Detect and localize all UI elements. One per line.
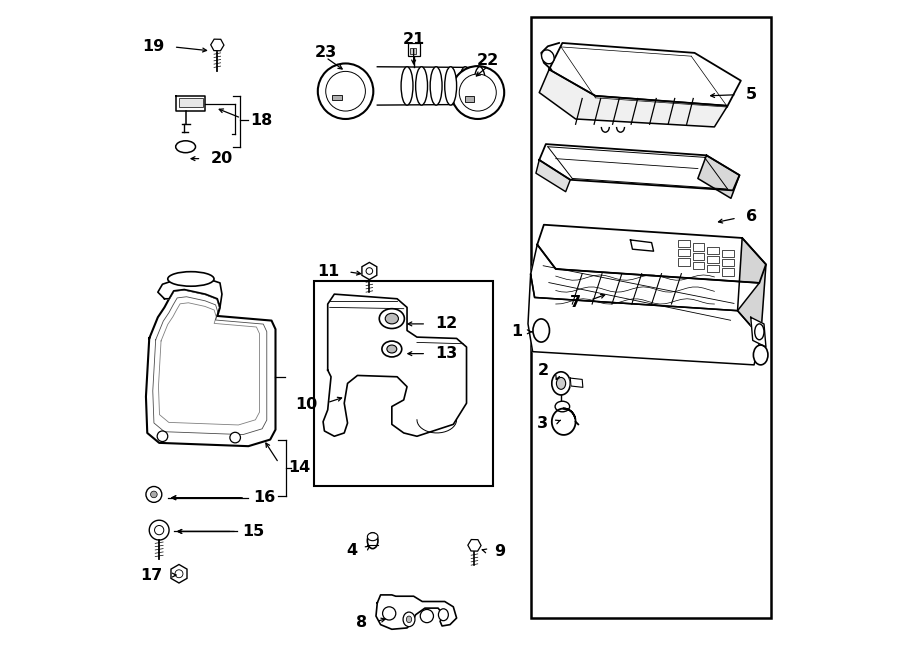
Polygon shape — [539, 144, 740, 190]
Ellipse shape — [167, 272, 214, 286]
Text: 19: 19 — [142, 39, 165, 54]
Bar — [693, 243, 705, 251]
Text: 14: 14 — [288, 461, 310, 475]
Ellipse shape — [753, 345, 768, 365]
Text: 2: 2 — [537, 363, 548, 377]
Polygon shape — [539, 69, 727, 127]
Circle shape — [230, 432, 240, 443]
Bar — [722, 259, 734, 266]
Polygon shape — [571, 378, 583, 387]
Polygon shape — [376, 595, 456, 629]
Circle shape — [149, 520, 169, 540]
Ellipse shape — [407, 616, 411, 623]
Polygon shape — [698, 155, 740, 198]
Text: 15: 15 — [242, 524, 264, 539]
Text: 10: 10 — [295, 397, 318, 412]
Circle shape — [326, 71, 365, 111]
Text: 8: 8 — [356, 615, 367, 630]
Ellipse shape — [430, 67, 442, 105]
Ellipse shape — [382, 341, 401, 357]
Text: 3: 3 — [537, 416, 548, 430]
Ellipse shape — [401, 67, 413, 105]
Ellipse shape — [416, 67, 428, 105]
Bar — [707, 256, 719, 263]
Polygon shape — [146, 290, 275, 446]
Ellipse shape — [385, 313, 399, 324]
Circle shape — [451, 66, 504, 119]
Bar — [678, 258, 690, 266]
Ellipse shape — [552, 371, 571, 395]
Text: 4: 4 — [346, 543, 357, 558]
Bar — [722, 268, 734, 276]
Bar — [531, 17, 770, 618]
Ellipse shape — [542, 50, 554, 64]
Ellipse shape — [403, 612, 415, 627]
Polygon shape — [631, 240, 653, 251]
Text: 13: 13 — [436, 346, 458, 361]
Polygon shape — [176, 96, 205, 111]
Polygon shape — [751, 317, 766, 347]
Polygon shape — [549, 43, 741, 106]
Bar — [693, 262, 705, 269]
Polygon shape — [323, 294, 466, 436]
Polygon shape — [158, 278, 222, 307]
Polygon shape — [537, 225, 766, 283]
Circle shape — [158, 431, 167, 442]
Ellipse shape — [459, 67, 472, 105]
Circle shape — [459, 74, 496, 111]
Circle shape — [366, 268, 373, 274]
Ellipse shape — [387, 345, 397, 353]
Ellipse shape — [755, 324, 764, 340]
Circle shape — [150, 491, 158, 498]
Text: 23: 23 — [315, 46, 337, 60]
Bar — [678, 240, 690, 247]
Ellipse shape — [367, 533, 378, 541]
Ellipse shape — [556, 377, 566, 389]
Polygon shape — [737, 238, 766, 337]
Ellipse shape — [533, 319, 550, 342]
Bar — [314, 281, 493, 486]
Text: 6: 6 — [746, 210, 757, 224]
Bar — [408, 43, 419, 56]
Ellipse shape — [367, 533, 378, 549]
Circle shape — [155, 525, 164, 535]
Ellipse shape — [555, 401, 570, 412]
Circle shape — [318, 63, 374, 119]
Ellipse shape — [379, 309, 404, 329]
Ellipse shape — [438, 609, 448, 621]
Ellipse shape — [473, 67, 486, 105]
Bar — [464, 96, 474, 102]
Ellipse shape — [445, 67, 456, 105]
Text: 7: 7 — [570, 295, 580, 309]
Text: 16: 16 — [253, 490, 275, 505]
Text: 5: 5 — [746, 87, 757, 102]
Bar — [722, 250, 734, 257]
Bar — [678, 249, 690, 256]
Bar — [707, 247, 719, 254]
Text: 12: 12 — [436, 317, 458, 331]
Bar — [707, 265, 719, 272]
Text: 17: 17 — [140, 568, 163, 582]
Bar — [410, 48, 417, 54]
Ellipse shape — [176, 141, 195, 153]
Polygon shape — [528, 274, 760, 365]
Bar — [179, 98, 203, 107]
Polygon shape — [536, 160, 571, 192]
Text: 20: 20 — [211, 151, 233, 166]
Text: 18: 18 — [250, 113, 273, 128]
Bar — [332, 95, 342, 100]
Text: 9: 9 — [494, 545, 506, 559]
Circle shape — [382, 607, 396, 620]
Text: 1: 1 — [511, 325, 523, 339]
Circle shape — [420, 609, 434, 623]
Polygon shape — [531, 245, 760, 311]
Text: 21: 21 — [402, 32, 425, 47]
Circle shape — [175, 570, 183, 578]
Text: 11: 11 — [317, 264, 339, 278]
Circle shape — [146, 486, 162, 502]
Text: 22: 22 — [477, 54, 500, 68]
Bar — [693, 253, 705, 260]
